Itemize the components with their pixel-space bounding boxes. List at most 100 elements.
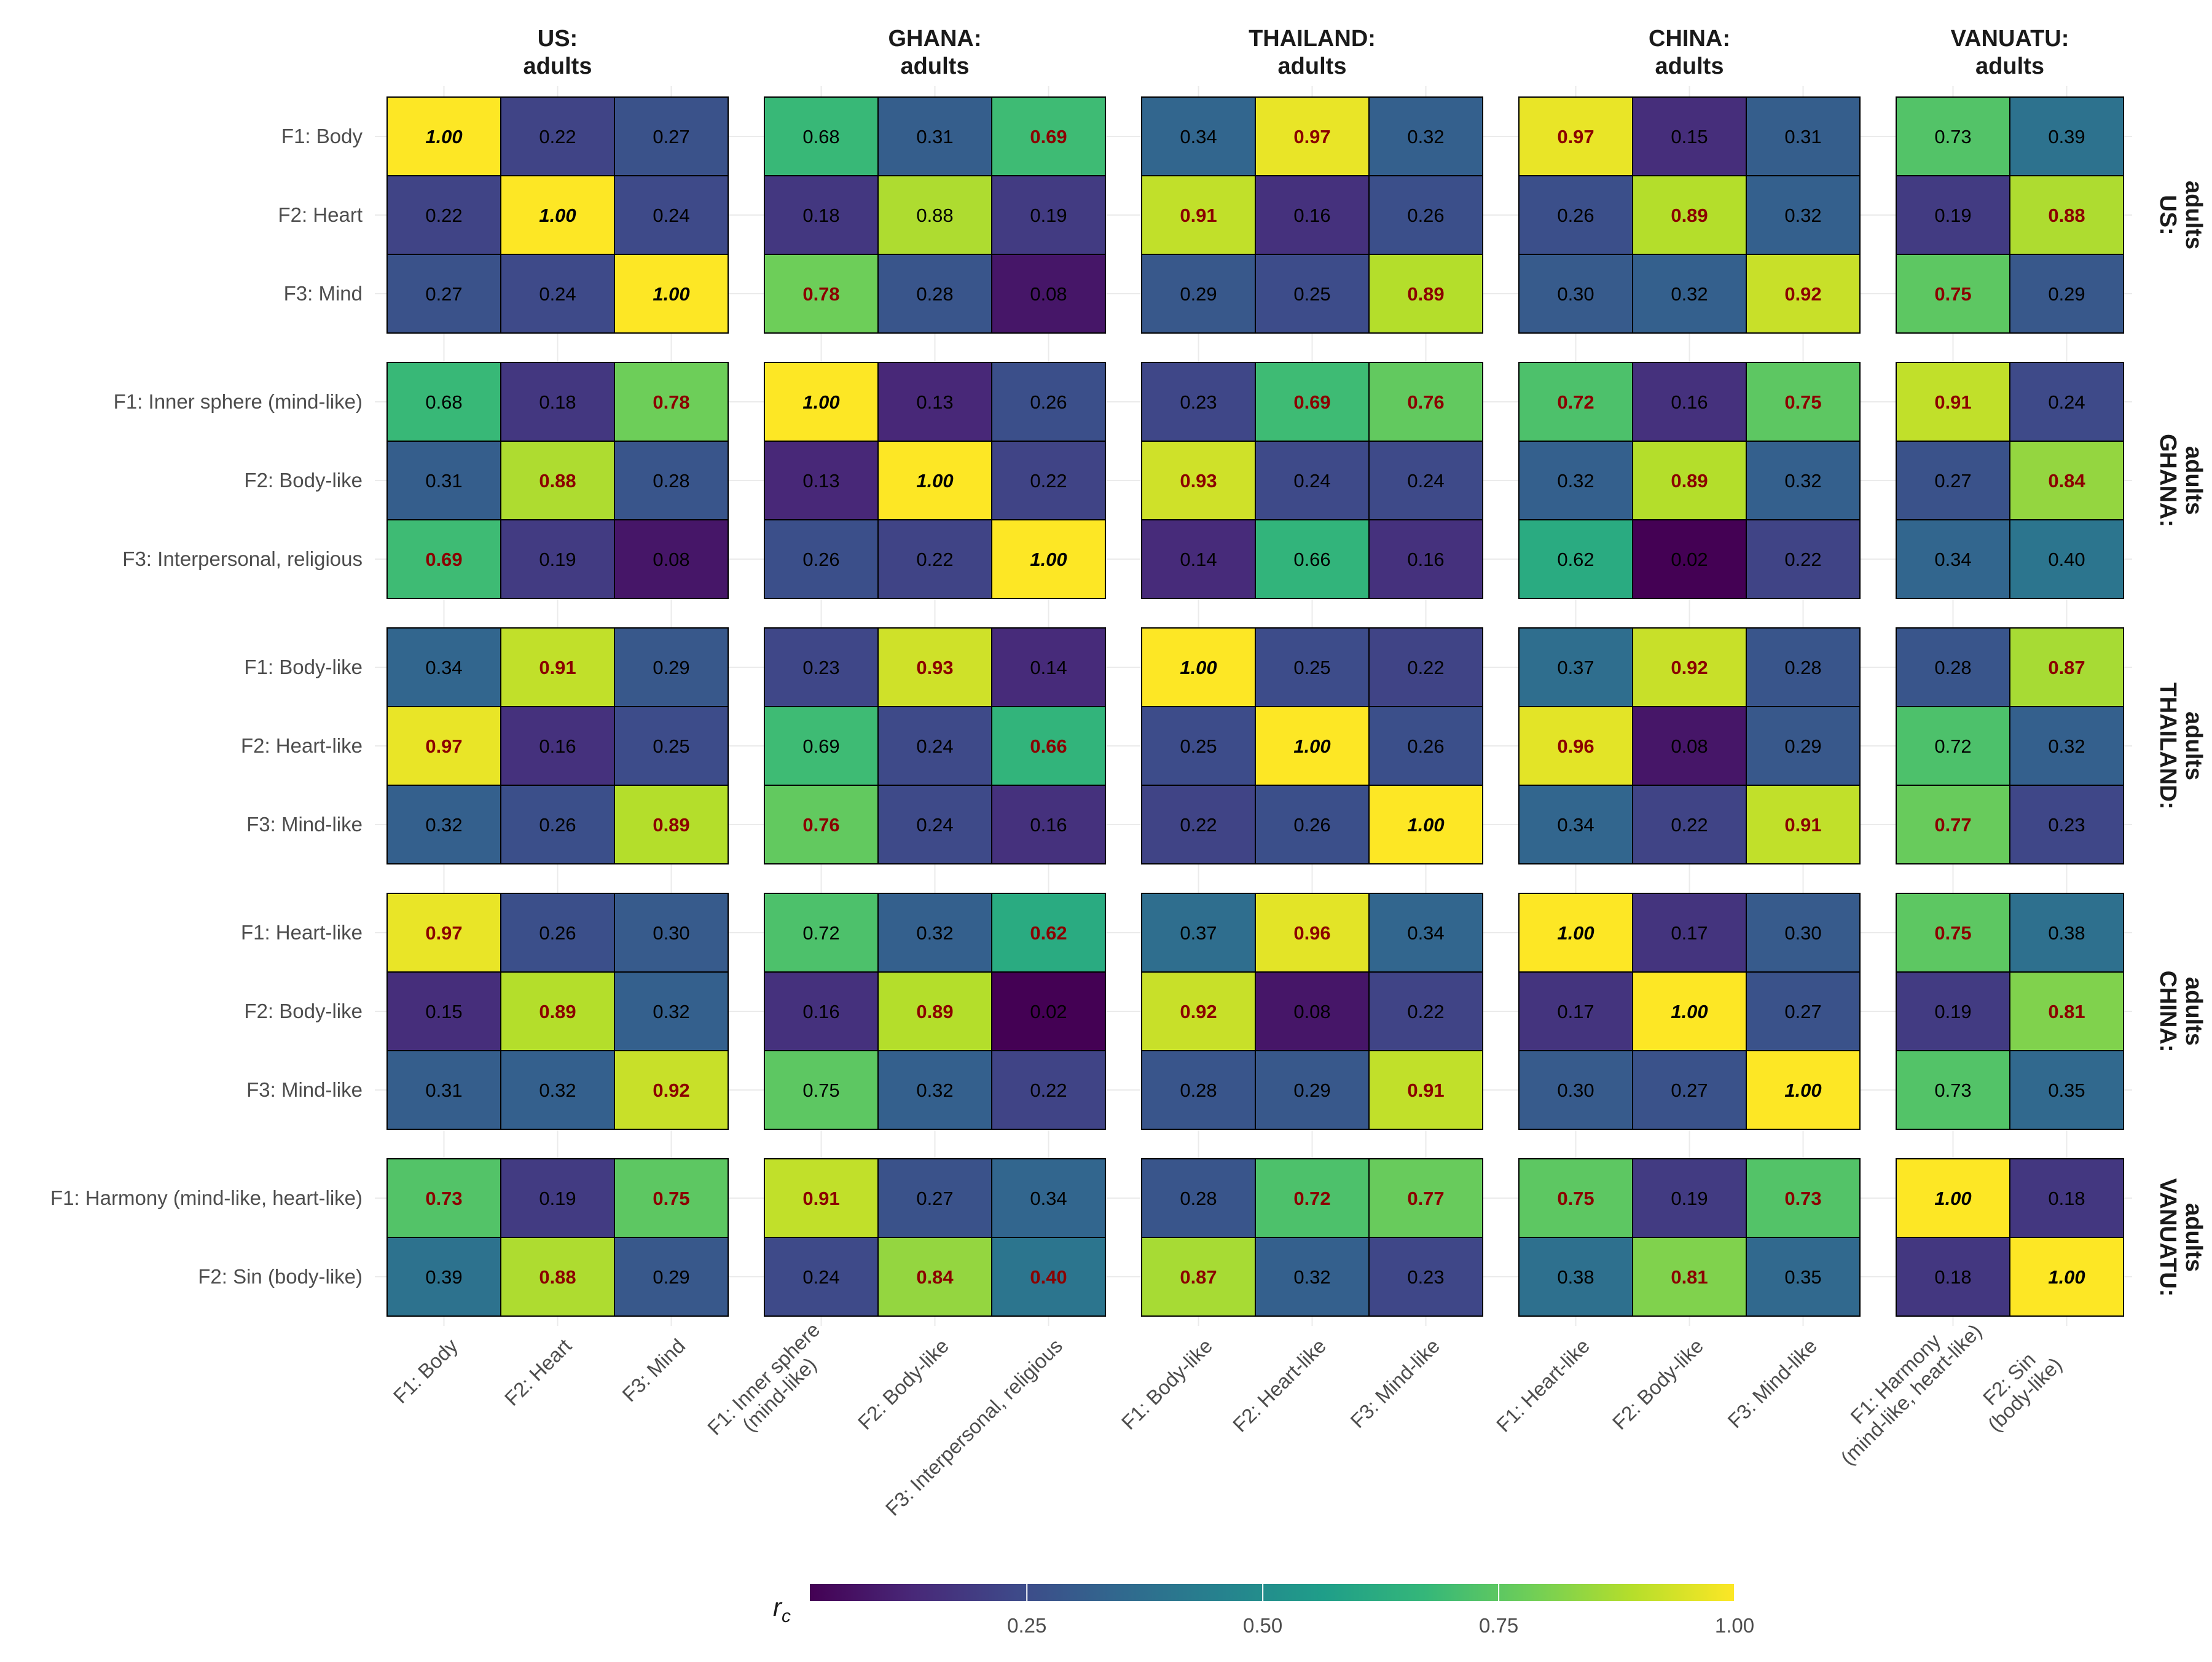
- cell-value-label: 0.08: [653, 549, 689, 570]
- legend-colorbar: [810, 1584, 1735, 1601]
- heatmap-cell: [991, 1237, 1106, 1317]
- cell-value-label: 0.31: [425, 470, 462, 492]
- cell-value-label: 0.23: [2048, 814, 2085, 836]
- heatmap-cell: [1255, 1050, 1370, 1130]
- column-group-subtitle: adults: [1655, 53, 1724, 79]
- legend-title: rc: [773, 1593, 791, 1626]
- heatmap-cell: [877, 1237, 992, 1317]
- heatmap-cell: [991, 254, 1106, 334]
- column-group-subtitle: adults: [901, 53, 970, 79]
- column-group-title: VANUATU:: [1951, 26, 2069, 52]
- cell-value-label: 0.22: [1407, 1001, 1444, 1022]
- cell-value-label: 0.34: [1407, 922, 1444, 944]
- heatmap-cell: [764, 96, 879, 176]
- heatmap-cell: [1632, 627, 1747, 707]
- heatmap-cell: [1255, 1158, 1370, 1238]
- cell-value-label: 0.72: [1557, 391, 1594, 413]
- heatmap-cell: [1896, 706, 2010, 786]
- cell-value-label: 0.17: [1557, 1001, 1594, 1022]
- cell-value-label: 0.73: [425, 1188, 462, 1209]
- heatmap-cell: [1746, 254, 1861, 334]
- heatmap-cell: [386, 785, 501, 864]
- legend-title-subscript: c: [782, 1606, 791, 1626]
- heatmap-cell: [877, 1158, 992, 1238]
- cell-value-label: 0.15: [1671, 126, 1708, 147]
- cell-value-label: 0.24: [653, 205, 689, 226]
- cell-value-label: 0.02: [1671, 549, 1708, 570]
- heatmap-cell: [1896, 893, 2010, 973]
- heatmap-cell: [1746, 971, 1861, 1051]
- cell-value-label: 0.25: [653, 735, 689, 757]
- heatmap-cell: [386, 893, 501, 973]
- cell-value-label: 0.19: [1030, 205, 1067, 226]
- legend-tick-label: 0.75: [1479, 1614, 1518, 1637]
- cell-value-label: 0.23: [1180, 391, 1217, 413]
- cell-value-label: 0.81: [2048, 1001, 2085, 1022]
- heatmap-cell: [1368, 1237, 1483, 1317]
- cell-value-label: 0.97: [425, 735, 462, 757]
- cell-value-label: 0.75: [802, 1080, 839, 1101]
- heatmap-cell: [1746, 519, 1861, 599]
- cell-value-label: 0.38: [1557, 1266, 1594, 1288]
- cell-value-label: 0.89: [916, 1001, 953, 1022]
- heatmap-cell: [991, 785, 1106, 864]
- cell-value-label: 0.76: [1407, 391, 1444, 413]
- heatmap-cell: [386, 175, 501, 255]
- heatmap-cell: [991, 175, 1106, 255]
- cell-value-label: 0.39: [2048, 126, 2085, 147]
- cell-value-label: 0.32: [916, 922, 953, 944]
- heatmap-cell: [2009, 785, 2124, 864]
- cell-value-label: 0.37: [1557, 657, 1594, 678]
- heatmap-cell: [991, 96, 1106, 176]
- cell-value-label: 0.22: [539, 126, 576, 147]
- cell-value-label: 1.00: [539, 205, 576, 226]
- cell-value-label: 0.91: [1180, 205, 1217, 226]
- cell-value-label: 0.91: [1407, 1080, 1444, 1101]
- x-tick-label-line: F3: Mind: [618, 1335, 689, 1406]
- cell-value-label: 1.00: [653, 283, 689, 305]
- cell-value-label: 1.00: [1407, 814, 1444, 836]
- cell-value-label: 1.00: [1557, 922, 1594, 944]
- cell-value-label: 0.30: [1557, 283, 1594, 305]
- cell-value-label: 0.28: [1180, 1080, 1217, 1101]
- cell-value-label: 0.13: [802, 470, 839, 492]
- cell-value-label: 0.91: [1934, 391, 1971, 413]
- cell-value-label: 0.91: [802, 1188, 839, 1209]
- heatmap-cell: [1518, 785, 1633, 864]
- cell-value-label: 0.96: [1293, 922, 1330, 944]
- y-tick-label: F1: Inner sphere (mind-like): [114, 390, 363, 413]
- row-group-subtitle: adults: [2181, 446, 2206, 515]
- cell-value-label: 0.16: [539, 735, 576, 757]
- cell-value-label: 0.14: [1180, 549, 1217, 570]
- cell-value-label: 0.87: [2048, 657, 2085, 678]
- cell-value-label: 0.17: [1671, 922, 1708, 944]
- cell-value-label: 1.00: [1293, 735, 1330, 757]
- heatmap-cell: [1518, 441, 1633, 520]
- heatmap-cell: [1746, 1158, 1861, 1238]
- heatmap-cell: [614, 519, 729, 599]
- column-group-title: GHANA:: [888, 26, 982, 52]
- row-group-subtitle: adults: [2181, 1203, 2206, 1272]
- cell-value-label: 0.22: [1671, 814, 1708, 836]
- cell-value-label: 0.73: [1784, 1188, 1821, 1209]
- heatmap-cell: [764, 441, 879, 520]
- cell-value-label: 0.26: [1557, 205, 1594, 226]
- heatmap-cell: [1632, 893, 1747, 973]
- cell-value-label: 0.32: [2048, 735, 2085, 757]
- x-tick-label: F1: Inner sphere(mind-like): [703, 1318, 840, 1455]
- heatmap-cell: [500, 627, 615, 707]
- heatmap-cell: [1518, 254, 1633, 334]
- heatmap-cell: [614, 254, 729, 334]
- cell-value-label: 0.16: [1293, 205, 1330, 226]
- cell-value-label: 0.62: [1030, 922, 1067, 944]
- cell-value-label: 0.34: [1030, 1188, 1067, 1209]
- column-group-title: US:: [538, 26, 578, 52]
- cell-value-label: 0.89: [1407, 283, 1444, 305]
- heatmap-cell: [2009, 971, 2124, 1051]
- heatmap-cell: [877, 362, 992, 442]
- cell-value-label: 0.91: [539, 657, 576, 678]
- cell-value-label: 0.18: [2048, 1188, 2085, 1209]
- cell-value-label: 0.18: [802, 205, 839, 226]
- heatmap-cell: [386, 706, 501, 786]
